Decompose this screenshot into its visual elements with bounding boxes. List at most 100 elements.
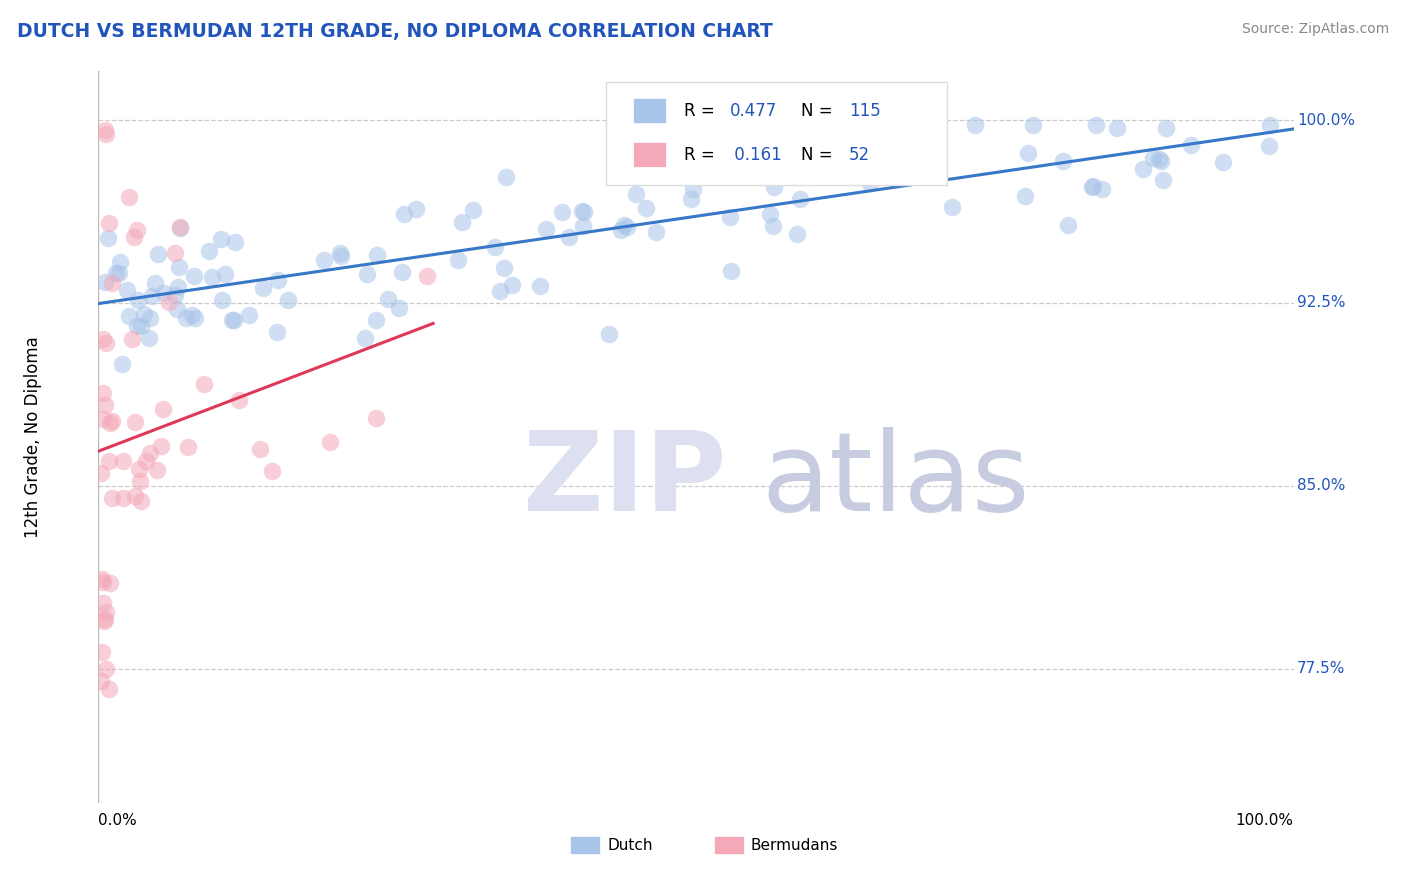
Point <box>94 336 117 351</box>
Point <box>181 308 204 322</box>
Point <box>249 442 271 456</box>
Point <box>145 463 167 477</box>
Point <box>193 376 215 391</box>
Point <box>963 118 986 132</box>
Point <box>127 318 149 333</box>
Point <box>94 612 117 626</box>
Point <box>148 247 170 261</box>
Text: 52: 52 <box>849 145 870 163</box>
Point <box>167 280 190 294</box>
Text: ZIP: ZIP <box>523 427 725 534</box>
Point <box>121 333 143 347</box>
Point <box>616 220 638 235</box>
Point <box>800 170 823 185</box>
Point <box>447 253 470 268</box>
Point <box>572 219 595 234</box>
Point <box>252 281 274 295</box>
Point <box>93 275 115 289</box>
Point <box>1081 178 1104 193</box>
Point <box>1142 151 1164 165</box>
Point <box>90 572 112 586</box>
Point <box>1105 120 1128 135</box>
Point <box>138 311 160 326</box>
Point <box>377 293 399 307</box>
Point <box>96 128 118 142</box>
Point <box>709 137 731 152</box>
Point <box>134 306 156 320</box>
Point <box>682 181 704 195</box>
Point <box>529 279 551 293</box>
Text: DUTCH VS BERMUDAN 12TH GRADE, NO DIPLOMA CORRELATION CHART: DUTCH VS BERMUDAN 12TH GRADE, NO DIPLOMA… <box>17 22 773 41</box>
Point <box>98 576 121 591</box>
Point <box>354 331 377 345</box>
Point <box>679 193 702 207</box>
Point <box>91 412 114 426</box>
Point <box>118 190 141 204</box>
Point <box>312 253 335 268</box>
Point <box>786 227 808 241</box>
Text: 115: 115 <box>849 102 880 120</box>
Point <box>450 215 472 229</box>
Point <box>183 268 205 283</box>
Point <box>153 285 176 300</box>
Point <box>238 309 260 323</box>
Point <box>789 192 811 206</box>
Point <box>184 310 207 325</box>
Point <box>267 273 290 287</box>
Point <box>118 310 141 324</box>
Point <box>169 219 191 234</box>
Point <box>98 416 121 430</box>
Point <box>388 301 411 315</box>
Text: 0.0%: 0.0% <box>98 813 138 828</box>
Point <box>266 325 288 339</box>
Point <box>1212 155 1234 169</box>
Point <box>1150 154 1173 169</box>
Point <box>174 311 197 326</box>
Point <box>93 332 115 346</box>
Point <box>461 202 484 217</box>
Point <box>94 662 117 676</box>
Point <box>882 170 904 185</box>
Point <box>122 229 145 244</box>
Point <box>711 118 734 132</box>
Point <box>138 331 160 345</box>
Text: N =: N = <box>801 145 838 163</box>
Point <box>866 156 889 170</box>
Point <box>169 260 191 274</box>
Point <box>720 263 742 277</box>
Point <box>921 139 943 153</box>
Point <box>222 313 245 327</box>
Point <box>127 293 149 308</box>
Point <box>124 415 146 429</box>
Point <box>890 156 912 170</box>
Point <box>1152 173 1174 187</box>
Point <box>111 491 134 505</box>
Point <box>262 465 284 479</box>
Text: 0.477: 0.477 <box>730 102 776 120</box>
Point <box>1052 154 1074 169</box>
Point <box>157 295 180 310</box>
Text: 92.5%: 92.5% <box>1298 295 1346 310</box>
Point <box>598 327 620 342</box>
Text: 77.5%: 77.5% <box>1298 661 1346 676</box>
Point <box>228 392 250 407</box>
Point <box>859 176 882 190</box>
Point <box>165 288 187 302</box>
Point <box>1257 138 1279 153</box>
Point <box>571 204 593 219</box>
Point <box>572 205 595 219</box>
Point <box>221 313 243 327</box>
Point <box>111 454 134 468</box>
Point <box>356 267 378 281</box>
Point <box>319 435 342 450</box>
Text: 85.0%: 85.0% <box>1298 478 1346 493</box>
Point <box>201 269 224 284</box>
Point <box>125 223 148 237</box>
Point <box>1132 162 1154 177</box>
Point <box>1017 146 1039 161</box>
Point <box>415 269 437 284</box>
Point <box>1180 138 1202 153</box>
Point <box>329 249 352 263</box>
Point <box>610 222 633 236</box>
Point <box>107 266 129 280</box>
